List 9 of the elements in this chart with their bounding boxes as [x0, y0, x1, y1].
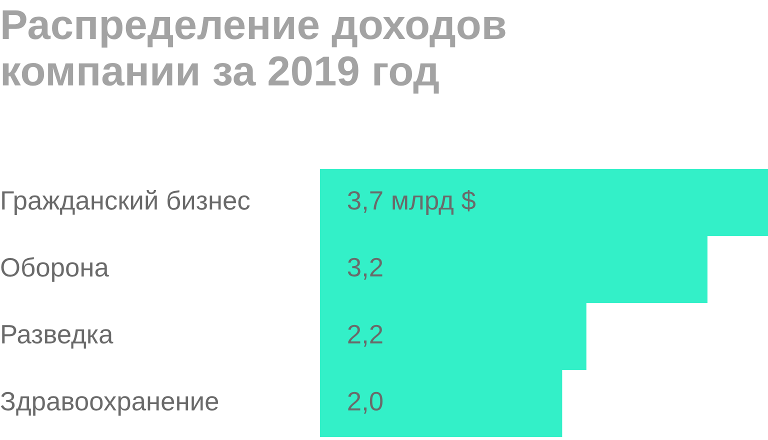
- data-label: 3,7 млрд $: [348, 190, 476, 216]
- data-label: 3,2: [348, 258, 382, 280]
- chart-title: Распределение доходов компании за 2019 год: [2, 10, 506, 94]
- y-tick-label: Разведка: [2, 325, 114, 349]
- y-tick-label: Гражданский бизнес: [2, 190, 250, 216]
- y-tick-label: Здравоохранение: [0, 392, 218, 416]
- y-tick-label: Оборона: [1, 257, 109, 282]
- data-label: 2,2: [348, 324, 382, 347]
- data-label: 2,0: [348, 392, 383, 414]
